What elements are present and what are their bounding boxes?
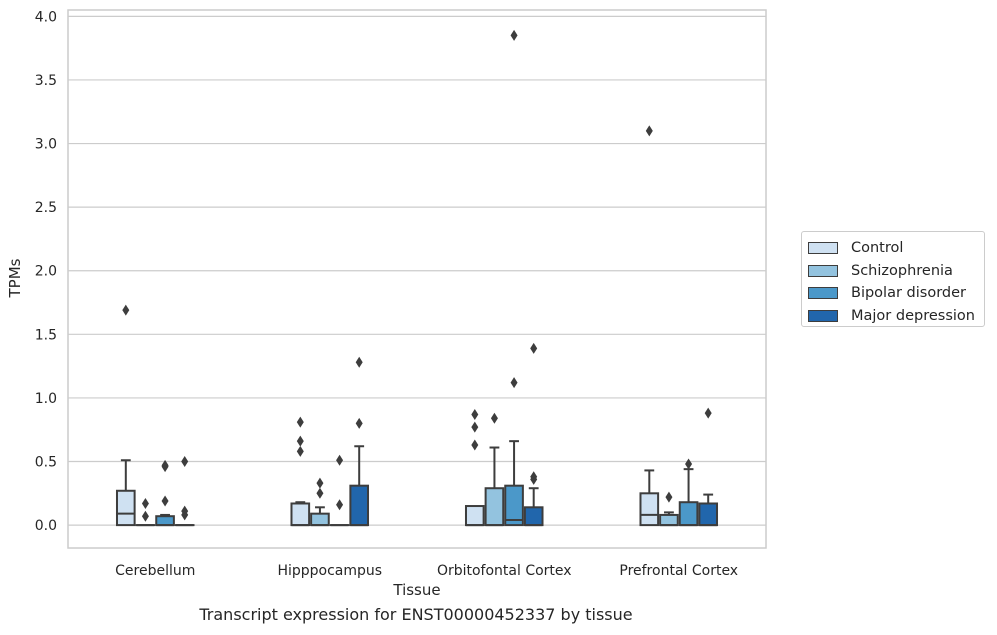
box [639, 492, 660, 527]
y-tick-label: 4.0 [35, 9, 57, 25]
outlier-point [296, 445, 304, 457]
box [523, 506, 544, 527]
legend-swatch [808, 242, 838, 255]
x-tick-label: Prefrontal Cortex [619, 563, 738, 579]
box-control [639, 125, 660, 527]
x-tick-label: Hipppocampus [277, 563, 382, 579]
box [698, 502, 719, 527]
box [678, 501, 699, 527]
x-tick-label: Cerebellum [115, 563, 195, 579]
outlier-point [296, 416, 304, 428]
legend-label: Major depression [851, 307, 975, 324]
legend-label: Control [851, 240, 904, 257]
box-control [115, 304, 136, 527]
box-major-depression [523, 342, 544, 527]
outlier-point [471, 421, 479, 433]
y-tick-label: 2.0 [35, 264, 57, 280]
y-tick-label: 1.0 [35, 391, 57, 407]
outlier-point [141, 497, 149, 509]
box-bipolar-disorder [155, 459, 175, 527]
box [484, 487, 505, 527]
x-tick-label: Orbitofontal Cortex [437, 563, 572, 579]
outlier-point [316, 477, 324, 489]
box-schizophrenia [310, 477, 330, 527]
box-bipolar-disorder [504, 29, 524, 527]
plot-marks [115, 29, 719, 527]
outlier-point [645, 125, 653, 137]
box [310, 512, 330, 527]
box [115, 489, 136, 527]
outlier-point [530, 342, 538, 354]
y-tick-label: 2.5 [35, 200, 57, 216]
outlier-point [336, 499, 344, 511]
outlier-point [181, 456, 189, 468]
box [349, 484, 370, 527]
plot-frame [67, 9, 767, 549]
box-schizophrenia [484, 412, 505, 527]
legend-item: Major depression [808, 305, 984, 328]
y-tick-labels: 0.0 0.5 1.0 1.5 2.0 2.5 3.0 3.5 4.0 [35, 9, 57, 534]
x-tick-labels: Cerebellum Hipppocampus Orbitofontal Corte… [115, 563, 738, 579]
outlier-point [161, 495, 169, 507]
outlier-point [161, 459, 169, 471]
outlier-point [355, 417, 363, 429]
outlier-point [181, 505, 189, 517]
legend-item: Schizophrenia [808, 260, 984, 283]
x-axis-label: Tissue [392, 581, 440, 599]
outlier-point [510, 377, 518, 389]
outlier-point [471, 408, 479, 420]
outlier-point [316, 487, 324, 499]
box [290, 502, 311, 527]
outlier-point [685, 458, 693, 470]
box [155, 515, 175, 527]
outlier-point [355, 356, 363, 368]
outlier-point [141, 510, 149, 522]
legend-swatch [808, 287, 838, 300]
y-tick-label: 3.0 [35, 137, 57, 153]
box-schizophrenia [659, 491, 679, 527]
outlier-point [122, 304, 130, 316]
legend-label: Bipolar disorder [851, 285, 966, 302]
outlier-point [296, 435, 304, 447]
outlier-point [665, 491, 673, 503]
box-schizophrenia [135, 497, 156, 527]
outlier-point [490, 412, 498, 424]
box-control [290, 416, 311, 527]
legend-label: Schizophrenia [851, 262, 953, 279]
chart-title: Transcript expression for ENST0000045233… [199, 605, 633, 624]
box-major-depression [349, 356, 370, 527]
box-major-depression [174, 456, 195, 527]
gridlines [68, 15, 766, 526]
outlier-point [530, 471, 538, 483]
y-tick-label: 0.5 [35, 455, 57, 471]
outlier-point [704, 407, 712, 419]
y-tick-label: 0.0 [35, 518, 57, 534]
legend-item: Bipolar disorder [808, 282, 984, 305]
y-tick-label: 3.5 [35, 73, 57, 89]
box-bipolar-disorder [678, 458, 699, 527]
box-bipolar-disorder [329, 454, 350, 527]
legend-item: Control [808, 237, 984, 260]
box-major-depression [698, 407, 719, 527]
box [659, 513, 679, 527]
legend-swatch [808, 309, 838, 322]
box [504, 484, 524, 527]
legend-swatch [808, 264, 838, 277]
outlier-point [510, 29, 518, 41]
legend: Control Schizophrenia Bipolar disorder Majo… [801, 231, 985, 327]
outlier-point [471, 439, 479, 451]
y-axis-label: TPMs [6, 258, 24, 298]
box-control [464, 408, 485, 527]
y-tick-label: 1.5 [35, 327, 57, 343]
box [464, 505, 485, 527]
outlier-point [336, 454, 344, 466]
